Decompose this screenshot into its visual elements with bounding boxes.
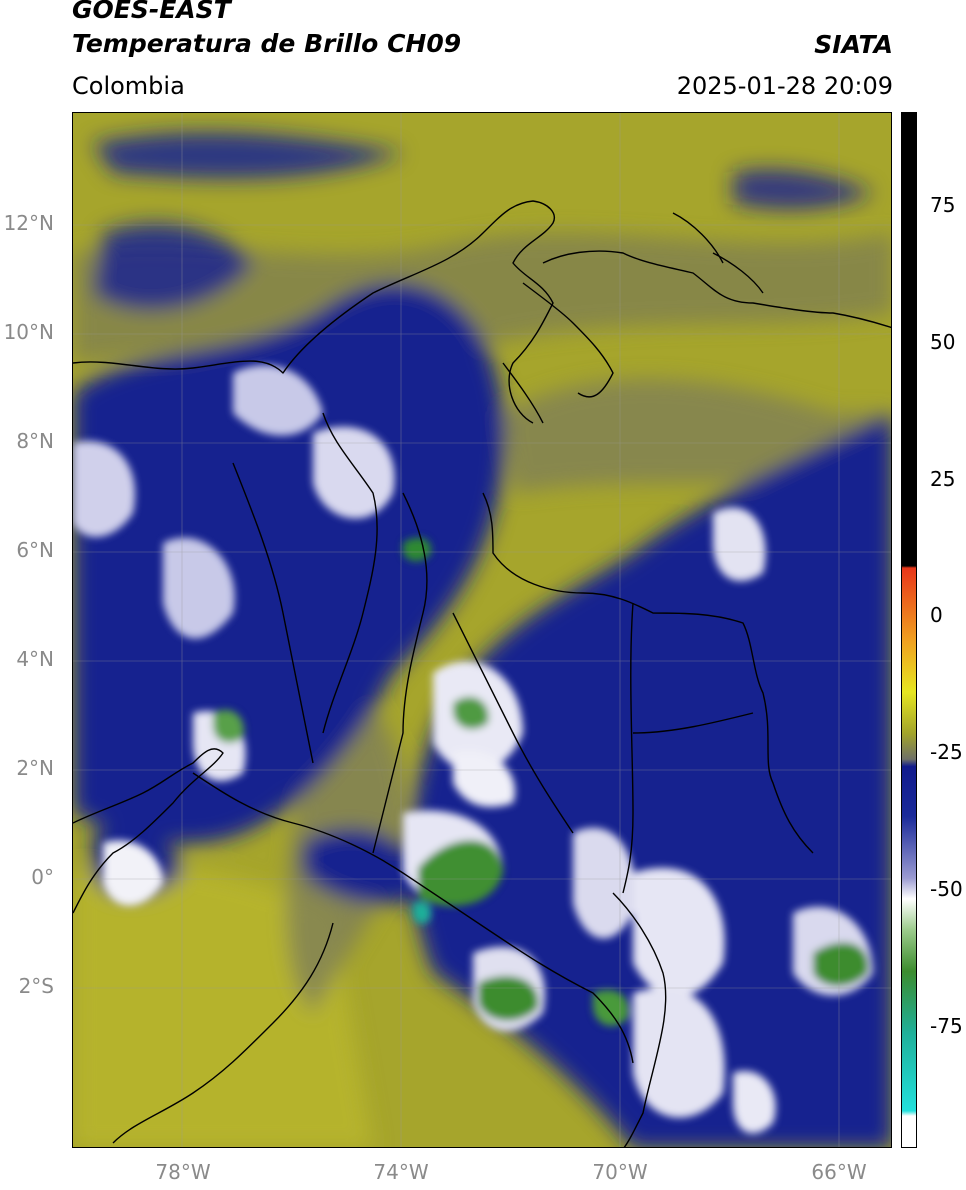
product-title: Temperatura de Brillo CH09 [72, 29, 462, 58]
lat-label: 6°N [16, 538, 54, 562]
timestamp-label: 2025-01-28 20:09 [676, 72, 893, 100]
brand-label: SIATA [814, 30, 893, 59]
lat-label: 10°N [3, 320, 54, 344]
lat-label: 0° [31, 865, 54, 889]
lat-label: 2°S [18, 974, 54, 998]
colorbar-tick: -25 [930, 740, 963, 764]
lat-label: 4°N [16, 647, 54, 671]
satellite-map [72, 112, 892, 1148]
colorbar-tick: 0 [930, 603, 943, 627]
colorbar-tick: 75 [930, 193, 956, 217]
temperature-colorbar [901, 112, 917, 1148]
colorbar-tick: 25 [930, 467, 956, 491]
lon-label: 78°W [155, 1160, 211, 1184]
lon-label: 74°W [373, 1160, 429, 1184]
colorbar-tick: 50 [930, 330, 956, 354]
colorbar-gradient [902, 113, 916, 1147]
lat-label: 12°N [3, 211, 54, 235]
satellite-title: GOES-EAST [72, 0, 231, 24]
lon-label: 70°W [592, 1160, 648, 1184]
region-label: Colombia [72, 72, 185, 100]
lat-label: 2°N [16, 756, 54, 780]
lat-label: 8°N [16, 429, 54, 453]
lon-label: 66°W [811, 1160, 867, 1184]
colorbar-tick: -50 [930, 877, 963, 901]
colorbar-tick: -75 [930, 1014, 963, 1038]
